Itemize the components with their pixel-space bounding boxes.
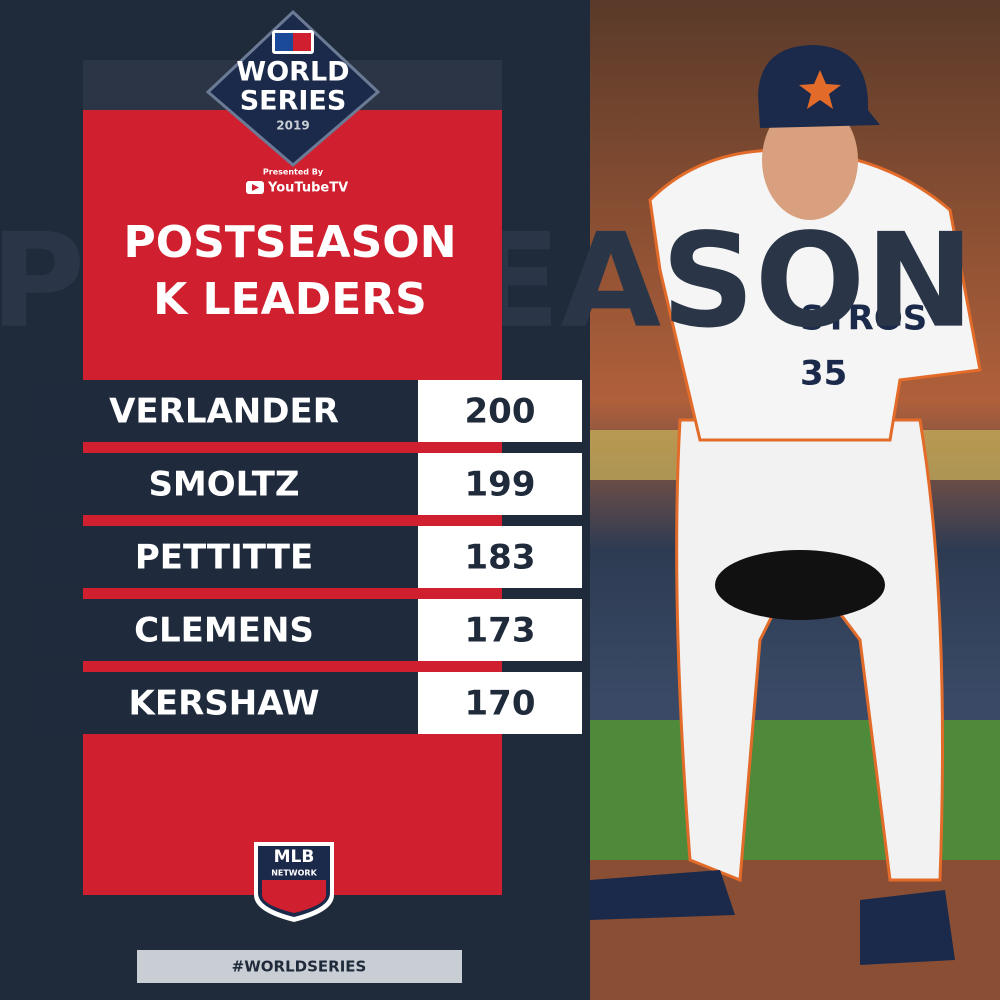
world-series-logo: WORLD SERIES 2019 — [205, 9, 381, 167]
pitcher: STROS 35 — [590, 45, 982, 965]
jersey-text: STROS — [800, 299, 927, 339]
player-name: CLEMENS — [134, 611, 314, 651]
player-name: SMOLTZ — [148, 465, 299, 505]
title-line: POSTSEASON — [123, 217, 456, 268]
player-name: KERSHAW — [129, 684, 320, 724]
value-cell — [418, 453, 582, 515]
leader-table: VERLANDER 200 SMOLTZ 199 PETTITTE 183 CLEMENS 1… — [30, 380, 582, 734]
name-cell — [30, 453, 418, 515]
value-cell — [418, 599, 582, 661]
value-cell — [418, 672, 582, 734]
logo-line2: SERIES — [240, 86, 347, 117]
hashtag-box — [137, 950, 462, 983]
sponsor: YouTubeTV — [267, 181, 348, 196]
name-cell — [30, 672, 418, 734]
player-name: VERLANDER — [109, 392, 339, 432]
footer-logo-line2: NETWORK — [271, 869, 317, 878]
jersey-number: 35 — [800, 354, 847, 394]
name-cell — [30, 380, 418, 442]
presented-by: Presented By — [263, 168, 324, 177]
title-line: K LEADERS — [153, 274, 427, 325]
player-name: PETTITTE — [135, 538, 313, 578]
name-cell — [30, 526, 418, 588]
mlb-network-logo: MLB NETWORK — [254, 842, 334, 922]
strikeouts: 183 — [465, 538, 536, 578]
hashtag: #WORLDSERIES — [232, 958, 367, 976]
value-cell — [418, 380, 582, 442]
logo-line1: WORLD — [236, 57, 349, 88]
strikeouts: 170 — [465, 684, 536, 724]
value-cell — [418, 526, 582, 588]
name-cell — [30, 599, 418, 661]
footer-logo-line1: MLB — [274, 847, 315, 867]
logo-year: 2019 — [276, 119, 309, 133]
strikeouts: 200 — [465, 392, 536, 432]
strikeouts: 199 — [465, 465, 536, 505]
strikeouts: 173 — [465, 611, 536, 651]
